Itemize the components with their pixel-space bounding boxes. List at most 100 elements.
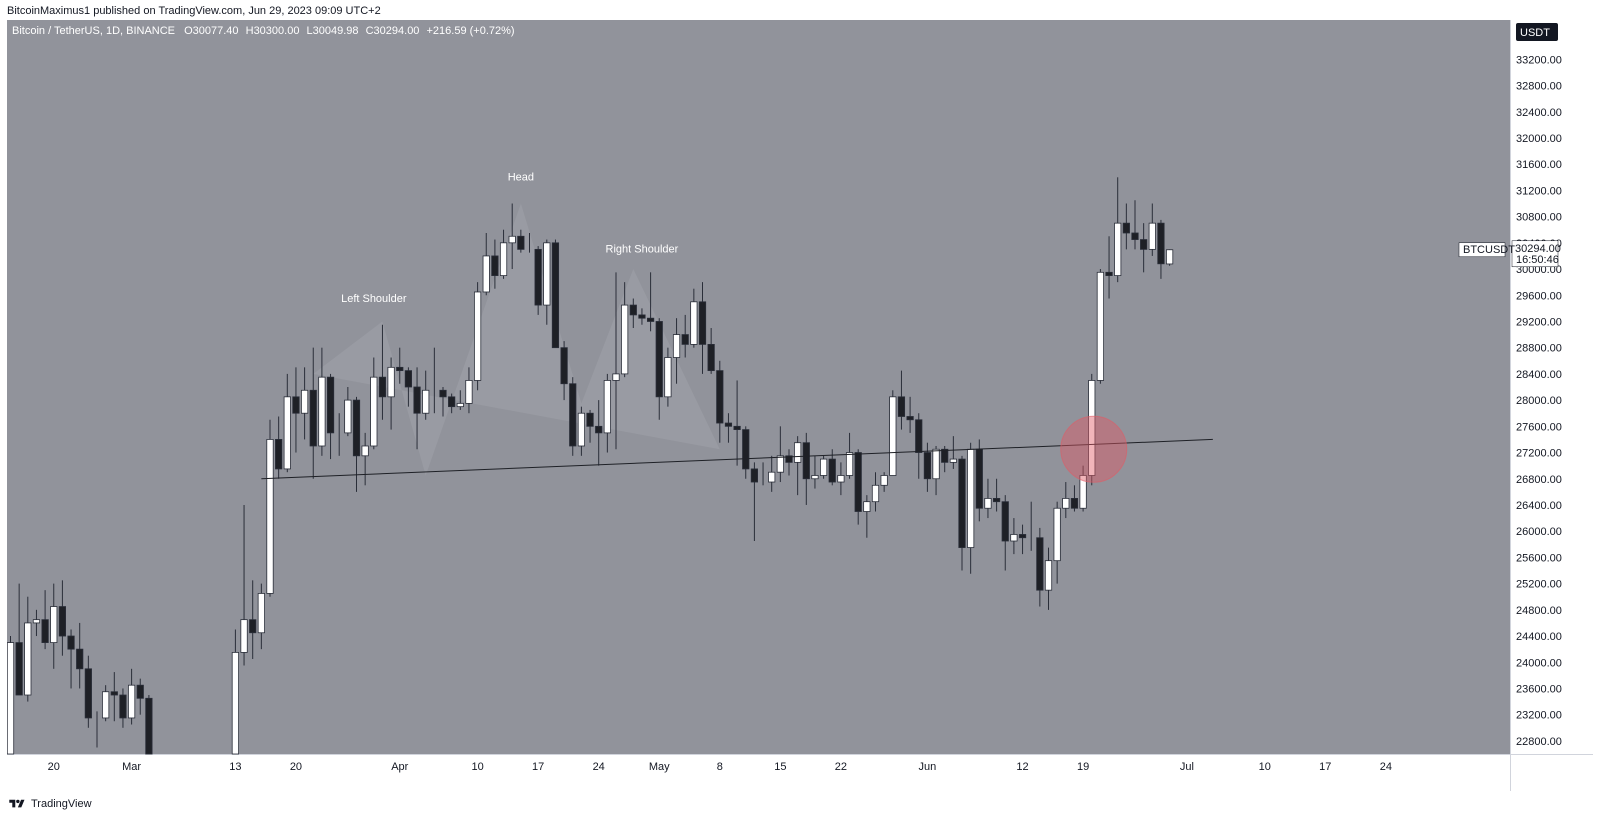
- candle: [1122, 203, 1130, 250]
- time-tick-label: 8: [717, 761, 723, 773]
- candle: [733, 380, 741, 466]
- candle-body: [638, 314, 646, 319]
- candle: [569, 377, 577, 456]
- candle-body: [647, 317, 655, 322]
- price-tick-label: 27200.00: [1516, 448, 1562, 460]
- candle-body: [863, 501, 871, 512]
- candle: [543, 239, 551, 325]
- price-tick-label: 32000.00: [1516, 133, 1562, 145]
- candle-body: [128, 684, 136, 719]
- candle-body: [309, 389, 317, 447]
- symbol-tag: BTCUSDT: [1458, 242, 1515, 258]
- candle: [690, 288, 698, 348]
- candle: [932, 445, 940, 496]
- candle: [249, 580, 257, 659]
- legend-close-value: 30294.00: [374, 25, 420, 37]
- candle-body: [664, 357, 672, 398]
- candle: [378, 324, 387, 420]
- candle-body: [448, 396, 456, 408]
- time-tick-label: Jun: [919, 761, 937, 773]
- candle-body: [370, 376, 378, 447]
- chart-frame[interactable]: Left Shoulder Head Right Shoulder 22800.00…: [7, 20, 1593, 791]
- candle: [110, 672, 118, 722]
- time-tick-label: 10: [471, 761, 483, 773]
- legend-low-value: 30049.98: [313, 25, 359, 37]
- price-tick-label: 26400.00: [1516, 500, 1562, 512]
- time-tick-label: 24: [593, 761, 605, 773]
- candle: [1010, 518, 1018, 555]
- candle: [257, 583, 265, 650]
- time-axis[interactable]: [7, 754, 1510, 791]
- candle-body: [586, 412, 594, 427]
- candle: [647, 272, 655, 332]
- price-tick-label: 28400.00: [1516, 369, 1562, 381]
- candle: [309, 347, 317, 479]
- time-tick-label: Jul: [1180, 761, 1194, 773]
- candle-body: [76, 648, 84, 670]
- candle: [508, 203, 516, 270]
- currency-badge[interactable]: USDT: [1516, 23, 1558, 41]
- time-tick-label: 20: [290, 761, 302, 773]
- candle-body: [145, 697, 153, 755]
- candle-body: [932, 448, 940, 480]
- candle: [811, 455, 819, 489]
- candle-body: [595, 425, 603, 434]
- candle: [595, 400, 603, 466]
- price-tick-label: 31600.00: [1516, 159, 1562, 171]
- pattern-label: Right Shoulder: [606, 244, 679, 256]
- price-tick-label: 26000.00: [1516, 526, 1562, 538]
- last-price-value: 30294.00: [1515, 243, 1561, 255]
- candle: [707, 328, 715, 374]
- candle: [1088, 373, 1096, 486]
- candle: [672, 318, 681, 384]
- candle-body: [413, 386, 421, 414]
- candle: [344, 387, 352, 437]
- candle: [67, 629, 75, 689]
- candle: [958, 455, 966, 571]
- candle: [102, 685, 110, 722]
- candle: [32, 609, 41, 637]
- candle-body: [577, 412, 586, 447]
- time-tick-label: May: [649, 761, 670, 773]
- price-chart[interactable]: Left Shoulder Head Right Shoulder 22800.00…: [7, 20, 1593, 791]
- time-tick-label: 15: [774, 761, 786, 773]
- candle: [534, 246, 542, 315]
- candle: [231, 629, 239, 755]
- candle: [1157, 219, 1165, 279]
- time-tick-label: 10: [1259, 761, 1271, 773]
- candle-body: [318, 376, 326, 447]
- price-tick-label: 30000.00: [1516, 264, 1562, 276]
- candle: [993, 478, 1001, 512]
- plot-background[interactable]: [7, 20, 1510, 754]
- candle: [404, 367, 413, 407]
- candle: [871, 472, 880, 512]
- candle-body: [569, 383, 577, 447]
- candle: [499, 229, 508, 279]
- price-tick-label: 28800.00: [1516, 343, 1562, 355]
- candle-body: [491, 255, 499, 276]
- price-axis[interactable]: [1510, 20, 1593, 754]
- candle-body: [742, 429, 750, 470]
- candle-body: [967, 448, 975, 548]
- price-tick-label: 24800.00: [1516, 605, 1562, 617]
- breakout-circle: [1060, 415, 1128, 483]
- time-tick-label: Apr: [391, 761, 408, 773]
- candle-body: [266, 439, 274, 594]
- candle: [439, 387, 447, 417]
- candle-body: [1148, 222, 1156, 250]
- candle: [768, 455, 776, 492]
- candle: [681, 314, 689, 358]
- candle-body: [326, 376, 335, 434]
- candle: [889, 390, 897, 476]
- candle: [1148, 203, 1156, 256]
- candle: [50, 583, 58, 669]
- candle-body: [482, 255, 490, 293]
- pattern-labels: Left Shoulder Head Right Shoulder: [341, 172, 679, 305]
- candle-body: [560, 347, 568, 385]
- price-tick-label: 24000.00: [1516, 657, 1562, 669]
- candle-body: [1018, 534, 1027, 539]
- candle-body: [993, 498, 1001, 503]
- candle: [724, 413, 733, 443]
- time-axis-ticks: 20 Mar 13 20 Apr 10 17 24 May 8 15 22 Jun 12 19 Jul 10 17…: [48, 761, 1392, 773]
- candle: [136, 678, 144, 715]
